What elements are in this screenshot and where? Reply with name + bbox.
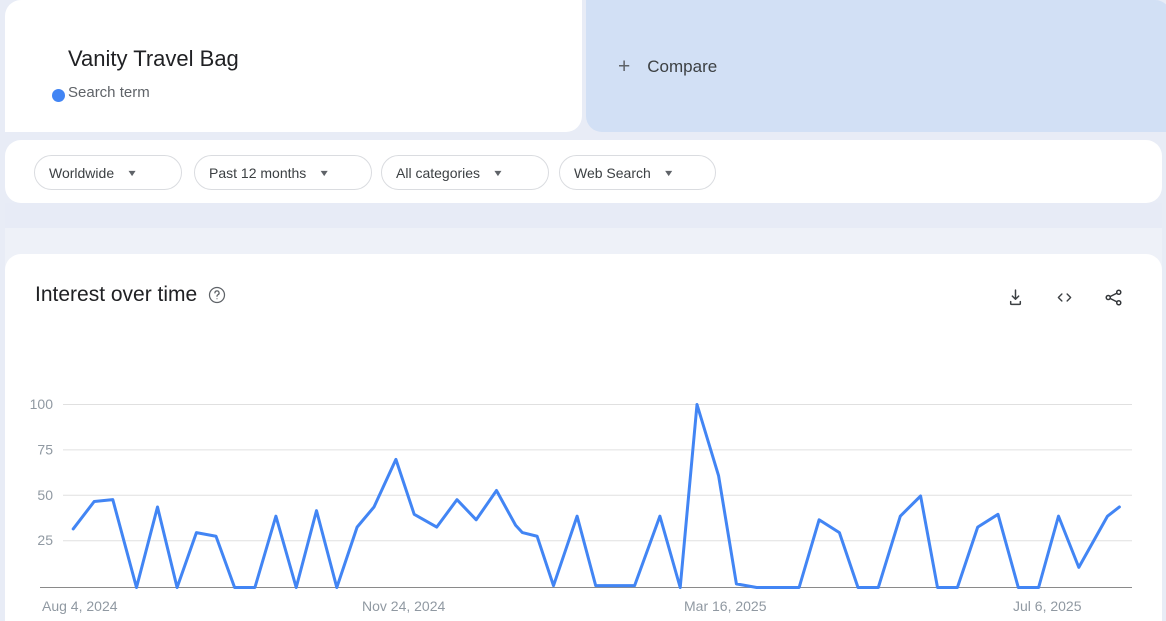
svg-text:Aug 4, 2024: Aug 4, 2024 (42, 598, 118, 614)
svg-text:100: 100 (30, 396, 54, 412)
svg-text:Jul 6, 2025: Jul 6, 2025 (1013, 598, 1082, 614)
svg-text:25: 25 (37, 532, 53, 548)
svg-text:Nov 24, 2024: Nov 24, 2024 (362, 598, 445, 614)
svg-text:Mar 16, 2025: Mar 16, 2025 (684, 598, 767, 614)
svg-text:50: 50 (37, 487, 53, 503)
svg-text:75: 75 (37, 441, 53, 457)
